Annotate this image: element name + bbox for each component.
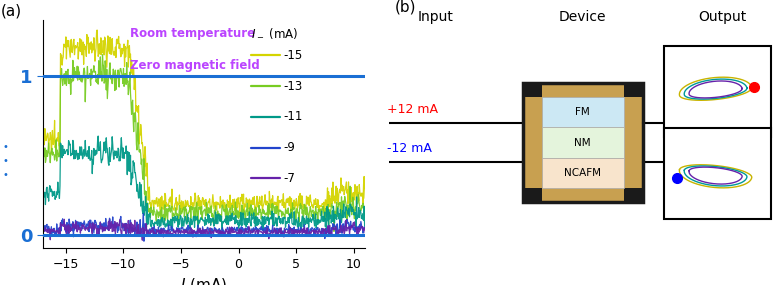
Text: -15: -15 xyxy=(283,49,302,62)
Bar xyxy=(664,128,771,219)
Bar xyxy=(542,127,623,158)
Text: Room temperature: Room temperature xyxy=(130,27,255,40)
Text: -13: -13 xyxy=(283,80,302,93)
Text: -7: -7 xyxy=(283,172,294,185)
Bar xyxy=(542,97,623,127)
Text: •
•
•: • • • xyxy=(2,142,9,180)
Bar xyxy=(522,83,643,202)
Bar xyxy=(664,46,771,137)
Text: -12 mA: -12 mA xyxy=(387,142,431,155)
Text: (a): (a) xyxy=(1,3,22,19)
Bar xyxy=(623,83,643,97)
Text: $I_-$ (mA): $I_-$ (mA) xyxy=(251,26,298,40)
Text: +12 mA: +12 mA xyxy=(387,103,437,116)
Text: NM: NM xyxy=(574,137,591,148)
Bar xyxy=(623,188,643,202)
Text: -9: -9 xyxy=(283,141,294,154)
Text: Input: Input xyxy=(417,10,453,25)
Text: -11: -11 xyxy=(283,110,302,123)
Text: Device: Device xyxy=(559,10,607,25)
Bar xyxy=(522,83,643,202)
Text: Output: Output xyxy=(699,10,747,25)
Text: FM: FM xyxy=(576,107,590,117)
X-axis label: $I$ (mA): $I$ (mA) xyxy=(180,276,228,285)
Text: Zero magnetic field: Zero magnetic field xyxy=(130,59,260,72)
Text: (b): (b) xyxy=(394,0,416,15)
Text: NCAFM: NCAFM xyxy=(564,168,601,178)
Bar xyxy=(522,188,542,202)
Bar xyxy=(542,158,623,188)
Bar xyxy=(522,83,542,97)
